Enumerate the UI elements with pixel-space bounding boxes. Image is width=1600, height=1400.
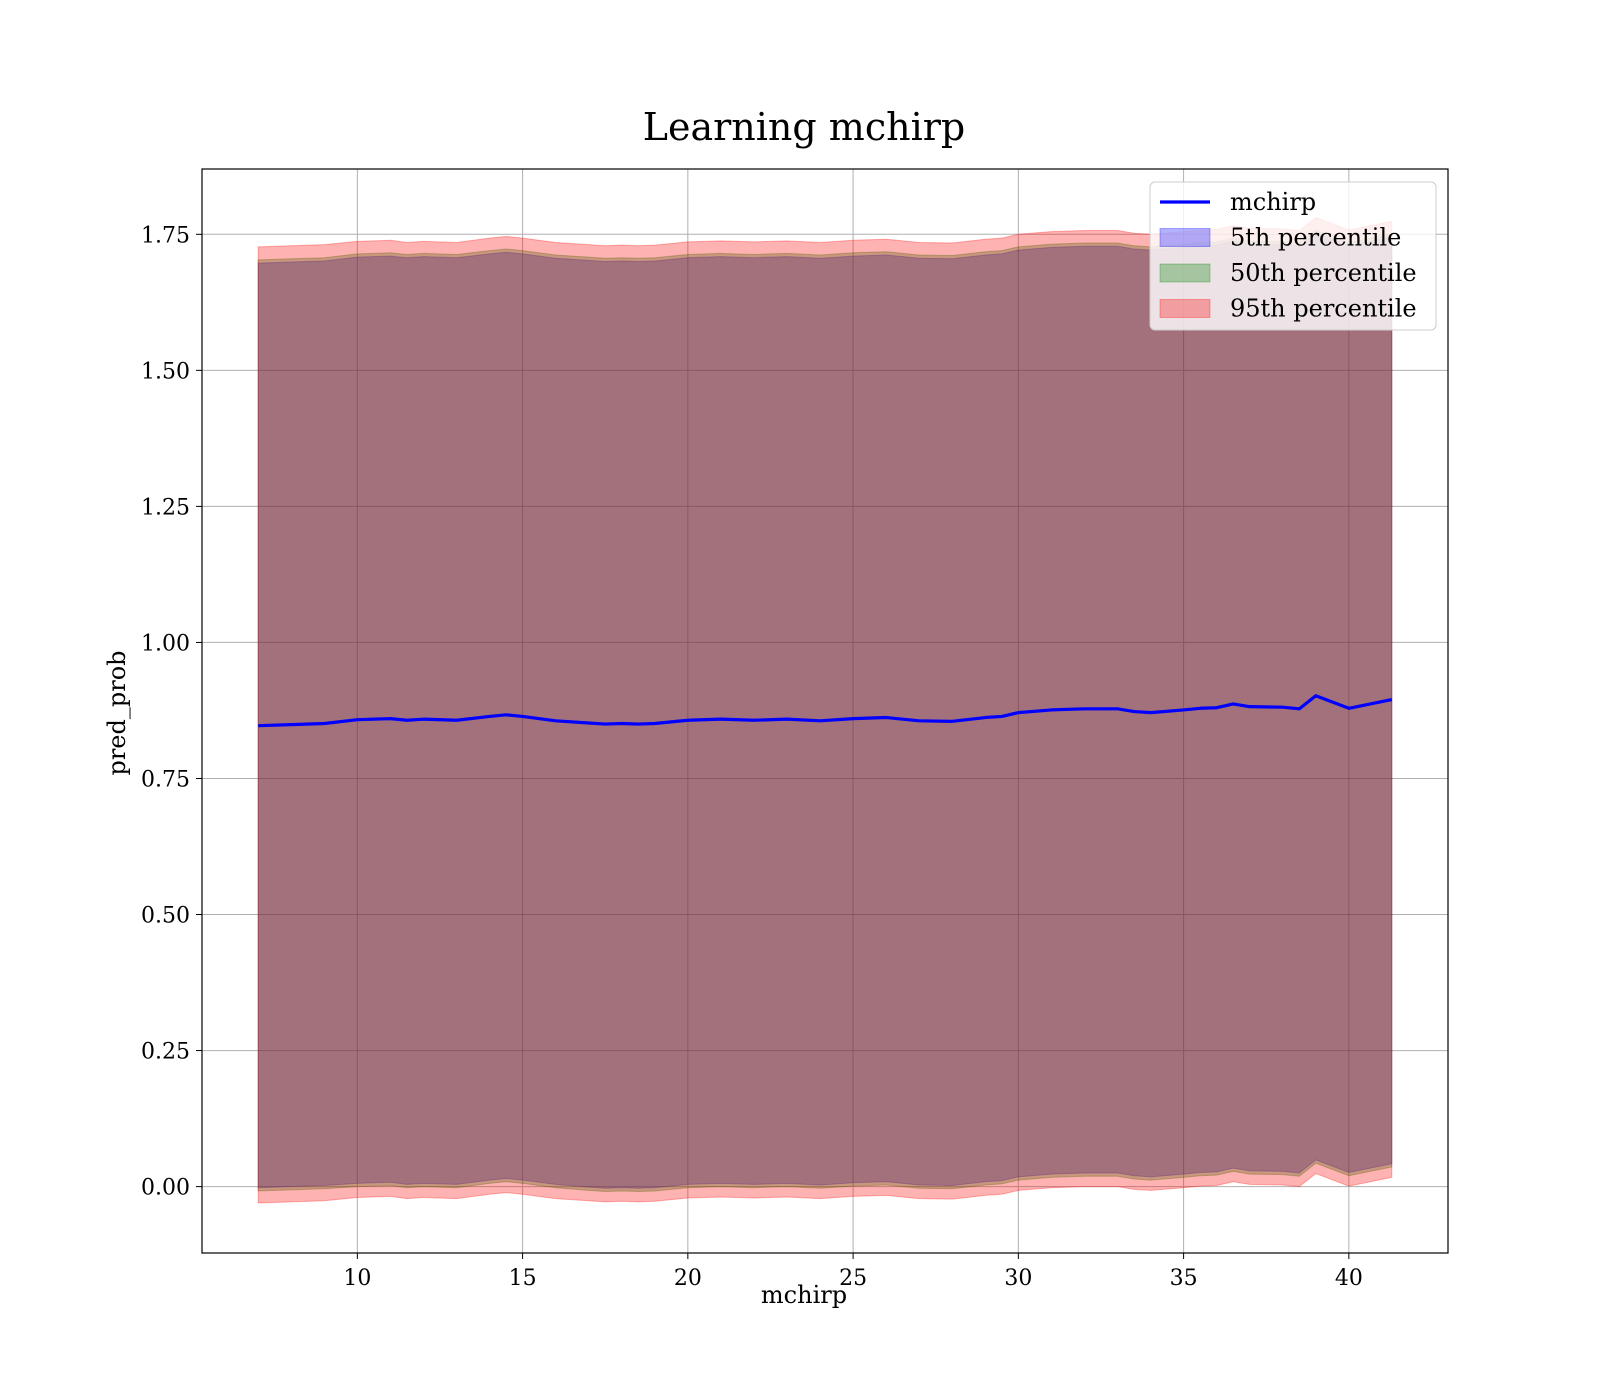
y-tick-label: 0.25 [141, 1040, 190, 1065]
legend-swatch-5th-percentile [1159, 228, 1211, 247]
axes-frame [201, 168, 1449, 1254]
y-axis-label: pred_prob [103, 650, 131, 775]
x-tick-label: 40 [1335, 1266, 1363, 1291]
x-tick-label: 25 [839, 1266, 867, 1291]
y-tick-label: 0.00 [141, 1176, 190, 1201]
chart-title: Learning mchirp [643, 105, 965, 149]
plot-area: 10 15 20 25 30 35 40 0.00 0.25 0.50 0.75 1.00 1.25 1.… [141, 168, 1449, 1291]
legend: mchirp 5th percentile 50th percentile 95th … [1149, 181, 1437, 331]
legend-label-95th-percentile: 95th percentile [1230, 295, 1417, 323]
x-tick-label: 10 [343, 1266, 371, 1291]
band-5th-percentile [257, 232, 1393, 1189]
y-tick-label: 1.75 [141, 223, 190, 248]
legend-label-5th-percentile: 5th percentile [1230, 224, 1401, 252]
line-mchirp [258, 694, 1393, 728]
x-tick-label: 15 [509, 1266, 537, 1291]
band-95th-percentile [257, 216, 1393, 1204]
x-tick-label: 35 [1170, 1266, 1198, 1291]
legend-box [1149, 181, 1437, 331]
x-axis-label: mchirp [761, 1281, 847, 1309]
y-tick-label: 0.75 [141, 767, 190, 792]
y-tick-label: 1.00 [141, 631, 190, 656]
y-tick-label: 0.50 [141, 904, 190, 929]
legend-swatch-95th-percentile [1159, 299, 1211, 318]
band-50th-percentile [257, 229, 1393, 1193]
legend-swatch-50th-percentile [1159, 263, 1211, 283]
y-tick-label: 1.25 [141, 495, 190, 520]
y-tick-label: 1.50 [141, 359, 190, 384]
legend-label-50th-percentile: 50th percentile [1230, 259, 1417, 287]
x-tick-label: 30 [1004, 1266, 1032, 1291]
x-tick-label: 20 [674, 1266, 702, 1291]
legend-label-mchirp: mchirp [1230, 188, 1316, 216]
